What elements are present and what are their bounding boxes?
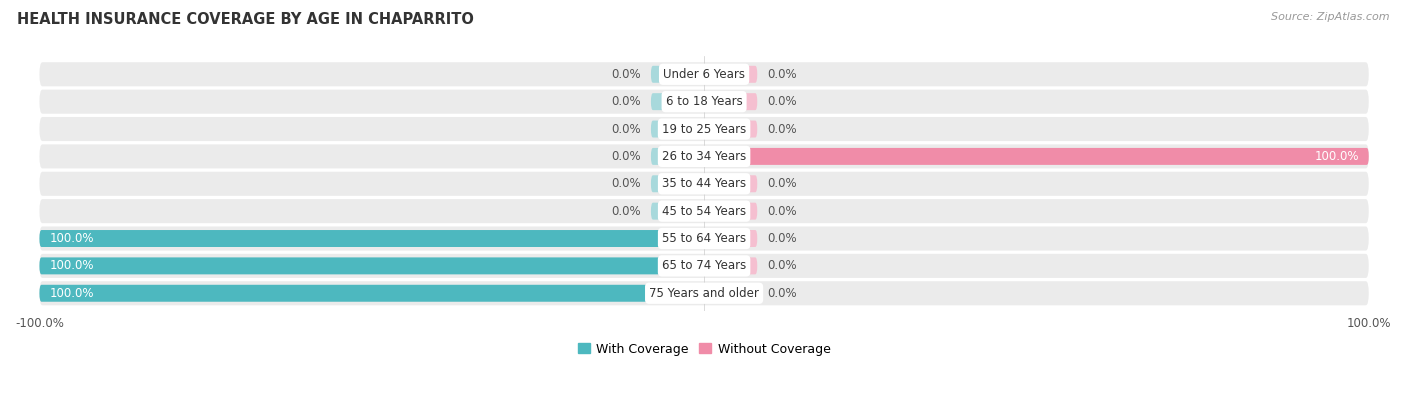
FancyBboxPatch shape (651, 175, 704, 192)
Text: 0.0%: 0.0% (768, 95, 797, 108)
FancyBboxPatch shape (704, 120, 758, 137)
FancyBboxPatch shape (39, 172, 1369, 196)
Text: 35 to 44 Years: 35 to 44 Years (662, 177, 747, 190)
Text: HEALTH INSURANCE COVERAGE BY AGE IN CHAPARRITO: HEALTH INSURANCE COVERAGE BY AGE IN CHAP… (17, 12, 474, 27)
Text: 0.0%: 0.0% (612, 177, 641, 190)
Text: 0.0%: 0.0% (612, 95, 641, 108)
Text: 100.0%: 100.0% (49, 232, 94, 245)
FancyBboxPatch shape (651, 66, 704, 83)
FancyBboxPatch shape (39, 90, 1369, 114)
Text: 100.0%: 100.0% (49, 259, 94, 272)
Text: 0.0%: 0.0% (612, 68, 641, 81)
FancyBboxPatch shape (39, 199, 1369, 223)
Text: 0.0%: 0.0% (612, 122, 641, 136)
Text: 0.0%: 0.0% (768, 205, 797, 217)
FancyBboxPatch shape (704, 175, 758, 192)
FancyBboxPatch shape (39, 281, 1369, 305)
Text: 100.0%: 100.0% (49, 287, 94, 300)
FancyBboxPatch shape (39, 117, 1369, 141)
Text: 0.0%: 0.0% (768, 232, 797, 245)
Text: 19 to 25 Years: 19 to 25 Years (662, 122, 747, 136)
Text: 45 to 54 Years: 45 to 54 Years (662, 205, 747, 217)
Text: 0.0%: 0.0% (612, 150, 641, 163)
Text: 0.0%: 0.0% (768, 68, 797, 81)
Text: 0.0%: 0.0% (768, 122, 797, 136)
Text: 0.0%: 0.0% (612, 205, 641, 217)
Text: 26 to 34 Years: 26 to 34 Years (662, 150, 747, 163)
Text: 55 to 64 Years: 55 to 64 Years (662, 232, 747, 245)
FancyBboxPatch shape (651, 148, 704, 165)
Text: 6 to 18 Years: 6 to 18 Years (665, 95, 742, 108)
Text: 0.0%: 0.0% (768, 177, 797, 190)
Text: Under 6 Years: Under 6 Years (664, 68, 745, 81)
FancyBboxPatch shape (704, 203, 758, 220)
Text: 65 to 74 Years: 65 to 74 Years (662, 259, 747, 272)
FancyBboxPatch shape (39, 257, 704, 274)
FancyBboxPatch shape (39, 254, 1369, 278)
Legend: With Coverage, Without Coverage: With Coverage, Without Coverage (572, 338, 835, 361)
FancyBboxPatch shape (704, 230, 758, 247)
FancyBboxPatch shape (651, 93, 704, 110)
FancyBboxPatch shape (39, 62, 1369, 86)
Text: Source: ZipAtlas.com: Source: ZipAtlas.com (1271, 12, 1389, 22)
FancyBboxPatch shape (704, 257, 758, 274)
Text: 0.0%: 0.0% (768, 259, 797, 272)
FancyBboxPatch shape (39, 227, 1369, 251)
FancyBboxPatch shape (704, 66, 758, 83)
FancyBboxPatch shape (651, 203, 704, 220)
Text: 75 Years and older: 75 Years and older (650, 287, 759, 300)
FancyBboxPatch shape (651, 120, 704, 137)
FancyBboxPatch shape (704, 285, 758, 302)
FancyBboxPatch shape (704, 93, 758, 110)
FancyBboxPatch shape (39, 285, 704, 302)
Text: 0.0%: 0.0% (768, 287, 797, 300)
Text: 100.0%: 100.0% (1315, 150, 1358, 163)
FancyBboxPatch shape (39, 144, 1369, 168)
FancyBboxPatch shape (704, 148, 1369, 165)
FancyBboxPatch shape (39, 230, 704, 247)
